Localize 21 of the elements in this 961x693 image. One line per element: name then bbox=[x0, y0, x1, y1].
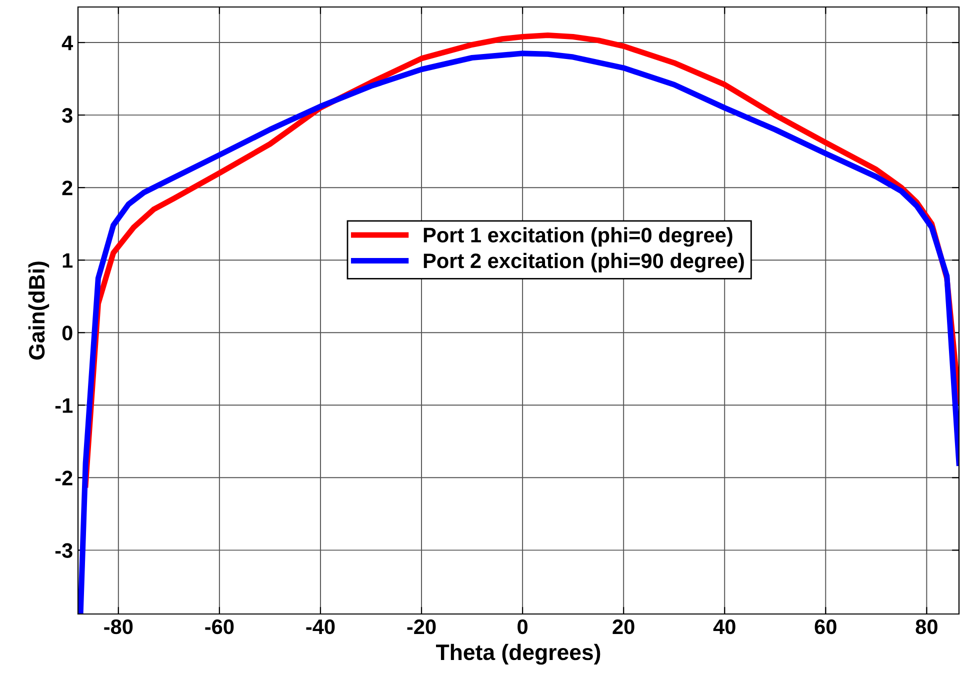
y-tick-label: 2 bbox=[62, 180, 72, 196]
x-tick-label: 80 bbox=[916, 619, 938, 634]
y-tick-label: -1 bbox=[55, 398, 73, 413]
y-tick-label: -2 bbox=[55, 470, 72, 486]
y-tick-label: 0 bbox=[62, 326, 72, 340]
x-tick-label: 20 bbox=[612, 619, 634, 634]
x-tick-label: 40 bbox=[713, 619, 736, 634]
x-axis-title: Theta (degrees) bbox=[436, 644, 600, 665]
x-tick-label: 0 bbox=[518, 619, 528, 634]
x-tick-label: -80 bbox=[104, 619, 133, 634]
legend-label: Port 1 excitation (phi=0 degree) bbox=[424, 227, 732, 247]
x-tick-label: -60 bbox=[205, 619, 234, 634]
x-tick-label: -20 bbox=[407, 619, 436, 634]
y-tick-label: 1 bbox=[62, 253, 73, 268]
y-axis-title: Gain(dBi) bbox=[28, 262, 50, 360]
y-tick-label: 3 bbox=[62, 108, 72, 123]
x-tick-label: 60 bbox=[814, 619, 836, 634]
legend-label: Port 2 excitation (phi=90 degree) bbox=[424, 252, 744, 272]
y-tick-label: 4 bbox=[62, 36, 74, 50]
x-tick-label: -40 bbox=[306, 619, 335, 634]
y-tick-label: -3 bbox=[55, 543, 72, 558]
